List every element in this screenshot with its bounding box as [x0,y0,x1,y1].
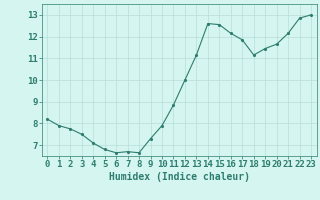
X-axis label: Humidex (Indice chaleur): Humidex (Indice chaleur) [109,172,250,182]
